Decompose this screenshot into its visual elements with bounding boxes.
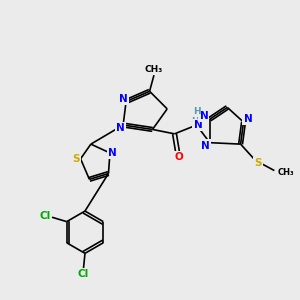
Text: Cl: Cl [78, 269, 89, 280]
Text: CH₃: CH₃ [277, 167, 294, 176]
Text: N: N [201, 141, 210, 151]
Text: N: N [119, 94, 128, 103]
Text: CH₃: CH₃ [145, 65, 163, 74]
Text: S: S [72, 154, 80, 164]
Text: N: N [109, 148, 117, 158]
Text: N: N [194, 120, 202, 130]
Text: N: N [116, 123, 124, 133]
Text: H: H [193, 107, 200, 116]
Text: H: H [191, 112, 199, 121]
Text: Cl: Cl [39, 211, 50, 221]
Text: O: O [175, 152, 183, 162]
Text: S: S [254, 158, 262, 168]
Text: N: N [200, 111, 208, 121]
Text: N: N [244, 114, 252, 124]
